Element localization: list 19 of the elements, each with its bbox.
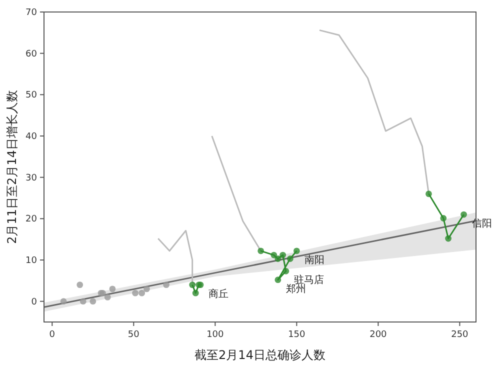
x-tick-label: 150	[288, 330, 306, 340]
y-tick-label: 60	[26, 49, 38, 60]
x-tick-label: 50	[128, 330, 140, 340]
x-axis-title: 截至2月14日总确诊人数	[194, 348, 326, 362]
y-tick-label: 70	[26, 8, 38, 18]
y-tick-label: 20	[26, 214, 38, 225]
y-tick-label: 30	[26, 173, 38, 184]
x-tick-label: 0	[49, 330, 56, 340]
annotation: 南阳	[304, 254, 325, 266]
x-tick-label: 200	[370, 330, 388, 340]
y-tick-label: 10	[26, 256, 38, 266]
annotation: 商丘	[208, 288, 228, 300]
y-tick-label: 40	[26, 132, 38, 142]
x-tick-label: 250	[451, 330, 469, 340]
annotation: 郑州	[286, 282, 306, 295]
y-tick-label: 0	[31, 297, 38, 308]
y-axis-title: 2月11日至2月14日增长人数	[5, 90, 19, 244]
y-tick-label: 50	[26, 90, 38, 101]
x-tick-label: 100	[206, 330, 224, 340]
